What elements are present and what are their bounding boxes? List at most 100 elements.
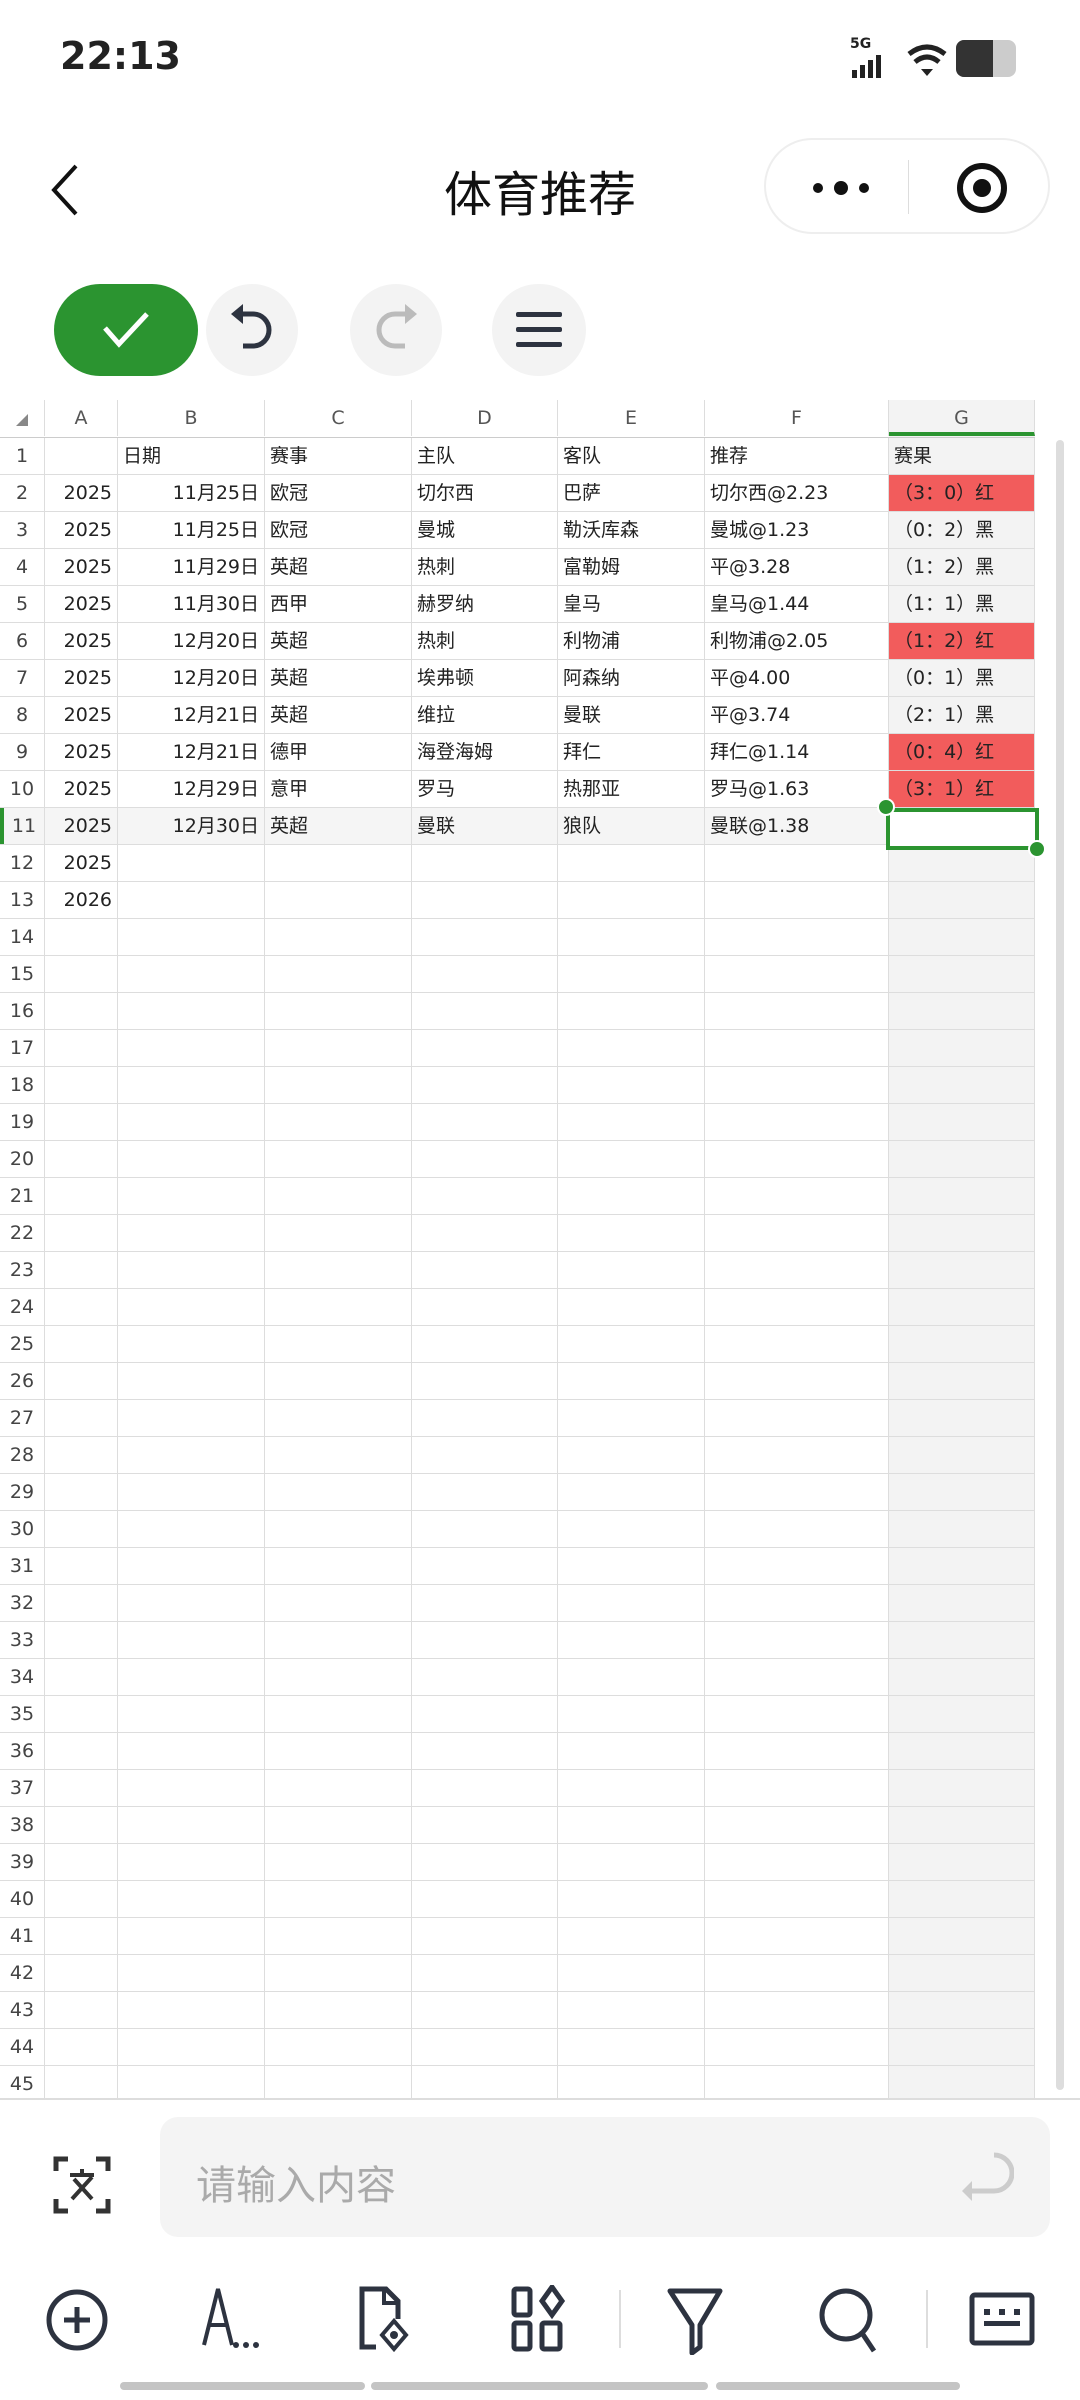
cell-E27[interactable] xyxy=(558,1400,705,1436)
cell-C45[interactable] xyxy=(265,2066,412,2098)
cell-G45[interactable] xyxy=(889,2066,1035,2098)
cell-G20[interactable] xyxy=(889,1141,1035,1177)
cell-E23[interactable] xyxy=(558,1252,705,1288)
cell-E24[interactable] xyxy=(558,1289,705,1325)
cell-C41[interactable] xyxy=(265,1918,412,1954)
row-number[interactable]: 14 xyxy=(0,919,45,955)
cell-B18[interactable] xyxy=(118,1067,265,1103)
cell-C8[interactable]: 英超 xyxy=(265,697,412,733)
cell-B15[interactable] xyxy=(118,956,265,992)
cell-A10[interactable]: 2025 xyxy=(45,771,118,807)
cell-E28[interactable] xyxy=(558,1437,705,1473)
cell-F3[interactable]: 曼城@1.23 xyxy=(705,512,889,548)
cell-E41[interactable] xyxy=(558,1918,705,1954)
cell-D19[interactable] xyxy=(412,1104,558,1140)
column-header-B[interactable]: B xyxy=(118,400,265,436)
cell-F19[interactable] xyxy=(705,1104,889,1140)
cell-A38[interactable] xyxy=(45,1807,118,1843)
cell-D27[interactable] xyxy=(412,1400,558,1436)
cell-D18[interactable] xyxy=(412,1067,558,1103)
chevron-left-icon[interactable] xyxy=(44,160,84,220)
cell-E5[interactable]: 皇马 xyxy=(558,586,705,622)
cell-E44[interactable] xyxy=(558,2029,705,2065)
cell-E18[interactable] xyxy=(558,1067,705,1103)
cell-D41[interactable] xyxy=(412,1918,558,1954)
cell-B24[interactable] xyxy=(118,1289,265,1325)
cell-D21[interactable] xyxy=(412,1178,558,1214)
cell-E20[interactable] xyxy=(558,1141,705,1177)
cell-F14[interactable] xyxy=(705,919,889,955)
cell-E33[interactable] xyxy=(558,1622,705,1658)
cell-G30[interactable] xyxy=(889,1511,1035,1547)
cell-G7[interactable]: （0：1）黑 xyxy=(889,660,1035,696)
row-number[interactable]: 4 xyxy=(0,549,45,585)
cell-B30[interactable] xyxy=(118,1511,265,1547)
cell-C4[interactable]: 英超 xyxy=(265,549,412,585)
cell-G35[interactable] xyxy=(889,1696,1035,1732)
confirm-button[interactable] xyxy=(54,284,198,376)
cell-B1[interactable]: 日期 xyxy=(118,438,265,474)
cell-B5[interactable]: 11月30日 xyxy=(118,586,265,622)
cell-A30[interactable] xyxy=(45,1511,118,1547)
cell-B40[interactable] xyxy=(118,1881,265,1917)
cell-E2[interactable]: 巴萨 xyxy=(558,475,705,511)
row-number[interactable]: 27 xyxy=(0,1400,45,1436)
cell-F39[interactable] xyxy=(705,1844,889,1880)
cell-A1[interactable] xyxy=(45,438,118,474)
cell-F15[interactable] xyxy=(705,956,889,992)
cell-E45[interactable] xyxy=(558,2066,705,2098)
cell-D40[interactable] xyxy=(412,1881,558,1917)
cell-G6[interactable]: （1：2）红 xyxy=(889,623,1035,659)
select-all-corner[interactable] xyxy=(0,400,45,436)
cell-A40[interactable] xyxy=(45,1881,118,1917)
undo-button[interactable] xyxy=(206,284,298,376)
cell-A25[interactable] xyxy=(45,1326,118,1362)
cell-A42[interactable] xyxy=(45,1955,118,1991)
cell-E8[interactable]: 曼联 xyxy=(558,697,705,733)
cell-D29[interactable] xyxy=(412,1474,558,1510)
cell-G25[interactable] xyxy=(889,1326,1035,1362)
cell-D12[interactable] xyxy=(412,845,558,881)
cell-C19[interactable] xyxy=(265,1104,412,1140)
cell-B4[interactable]: 11月29日 xyxy=(118,549,265,585)
cell-C9[interactable]: 德甲 xyxy=(265,734,412,770)
cell-G41[interactable] xyxy=(889,1918,1035,1954)
cell-E17[interactable] xyxy=(558,1030,705,1066)
cell-F9[interactable]: 拜仁@1.14 xyxy=(705,734,889,770)
cell-G19[interactable] xyxy=(889,1104,1035,1140)
cell-E40[interactable] xyxy=(558,1881,705,1917)
cell-B20[interactable] xyxy=(118,1141,265,1177)
row-number[interactable]: 6 xyxy=(0,623,45,659)
cell-C12[interactable] xyxy=(265,845,412,881)
cell-C36[interactable] xyxy=(265,1733,412,1769)
cell-D44[interactable] xyxy=(412,2029,558,2065)
row-number[interactable]: 31 xyxy=(0,1548,45,1584)
cell-D34[interactable] xyxy=(412,1659,558,1695)
cell-F35[interactable] xyxy=(705,1696,889,1732)
cell-F23[interactable] xyxy=(705,1252,889,1288)
cell-E16[interactable] xyxy=(558,993,705,1029)
cell-C10[interactable]: 意甲 xyxy=(265,771,412,807)
cell-G13[interactable] xyxy=(889,882,1035,918)
cell-B31[interactable] xyxy=(118,1548,265,1584)
cell-G12[interactable] xyxy=(889,845,1035,881)
cell-A27[interactable] xyxy=(45,1400,118,1436)
cell-B37[interactable] xyxy=(118,1770,265,1806)
cell-G10[interactable]: （3：1）红 xyxy=(889,771,1035,807)
apps-grid-icon[interactable] xyxy=(508,2285,578,2355)
cell-B39[interactable] xyxy=(118,1844,265,1880)
cell-D35[interactable] xyxy=(412,1696,558,1732)
cell-F18[interactable] xyxy=(705,1067,889,1103)
cell-G9[interactable]: （0：4）红 xyxy=(889,734,1035,770)
cell-B8[interactable]: 12月21日 xyxy=(118,697,265,733)
cell-A22[interactable] xyxy=(45,1215,118,1251)
column-header-G[interactable]: G xyxy=(889,400,1035,436)
cell-A44[interactable] xyxy=(45,2029,118,2065)
cell-C39[interactable] xyxy=(265,1844,412,1880)
cell-A36[interactable] xyxy=(45,1733,118,1769)
cell-D33[interactable] xyxy=(412,1622,558,1658)
cell-B26[interactable] xyxy=(118,1363,265,1399)
cell-F1[interactable]: 推荐 xyxy=(705,438,889,474)
cell-D5[interactable]: 赫罗纳 xyxy=(412,586,558,622)
cell-D22[interactable] xyxy=(412,1215,558,1251)
